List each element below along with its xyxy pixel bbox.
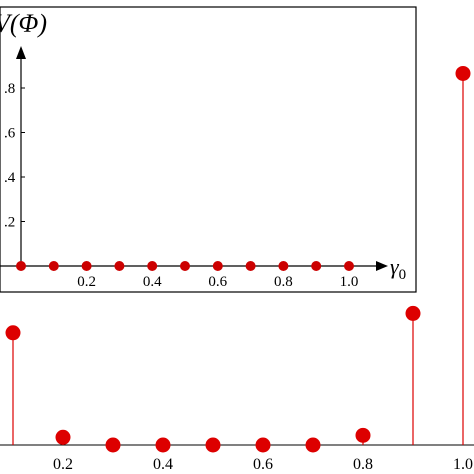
- main-x-tick-label: 0.6: [253, 456, 273, 473]
- main-data-point: [5, 325, 21, 341]
- main-data-point: [205, 437, 221, 453]
- inset-y-axis-title: V(Φ): [0, 9, 47, 38]
- inset-y-tick-label: .2: [4, 215, 15, 231]
- inset-data-point: [180, 261, 190, 271]
- inset-data-point: [81, 261, 92, 271]
- main-x-tick-label: 0.2: [53, 456, 73, 473]
- main-data-point: [55, 429, 71, 445]
- main-data-point: [105, 437, 121, 453]
- inset-x-tick-label: 0.6: [208, 274, 227, 290]
- inset-data-point: [114, 261, 125, 271]
- main-data-point: [455, 65, 471, 81]
- inset-data-point: [147, 261, 158, 271]
- inset-plot: 0.2 0.4 0.6 0.8 1.0 .2 .4 .6 .8 γ0 V(Φ): [0, 9, 406, 290]
- inset-x-tick-label: 0.4: [143, 274, 162, 290]
- main-data-point: [255, 437, 271, 453]
- main-x-tick-label: 1.0: [453, 456, 473, 473]
- main-x-tick-label: 0.8: [353, 456, 373, 473]
- inset-y-tick-label: .4: [4, 170, 16, 186]
- inset-data-point: [344, 261, 354, 271]
- inset-data-point: [212, 261, 223, 271]
- main-data-point: [155, 437, 171, 453]
- inset-data-point: [245, 261, 256, 271]
- inset-data-point: [278, 261, 289, 271]
- inset-y-axis-arrow: [16, 46, 26, 59]
- inset-x-tick-label: 0.8: [274, 274, 293, 290]
- inset-y-tick-label: .6: [4, 126, 16, 142]
- inset-data-point: [48, 261, 59, 271]
- main-plot: 0.2 0.4 0.6 0.8 1.0: [0, 65, 474, 473]
- main-x-tick-label: 0.4: [153, 456, 173, 473]
- inset-x-axis-arrow: [376, 261, 388, 271]
- inset-data-point: [311, 261, 322, 271]
- main-data-point: [305, 437, 321, 453]
- main-data-point: [355, 427, 371, 443]
- inset-x-tick-label: 1.0: [340, 274, 359, 290]
- inset-x-tick-label: 0.2: [77, 274, 96, 290]
- main-data-point: [405, 305, 421, 321]
- inset-y-tick-label: .8: [4, 81, 15, 97]
- inset-panel: [0, 6, 417, 293]
- inset-data-point: [16, 261, 26, 271]
- inset-x-axis-title: γ0: [390, 254, 406, 283]
